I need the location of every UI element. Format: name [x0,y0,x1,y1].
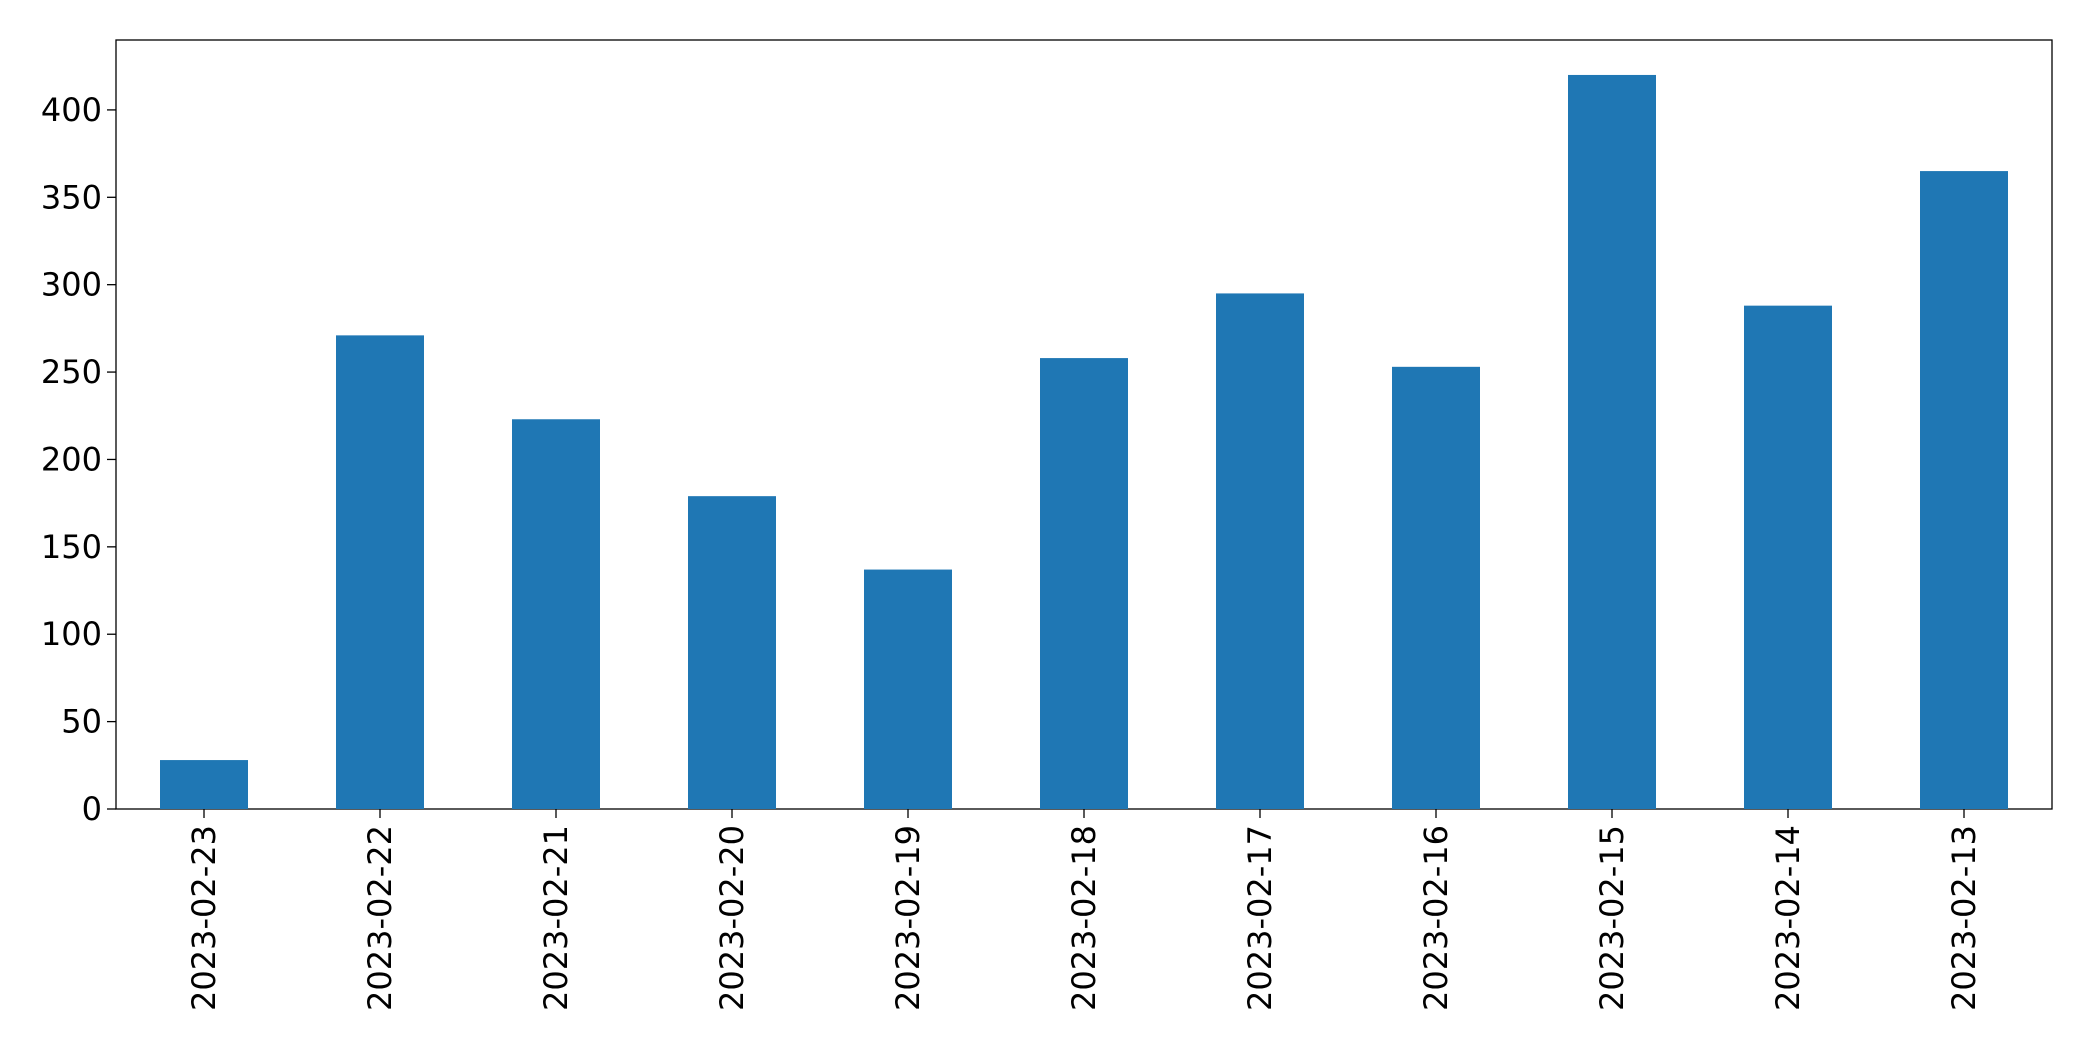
y-tick-label: 300 [41,266,102,304]
bar [1040,358,1128,809]
bar [160,760,248,809]
y-tick-label: 400 [41,91,102,129]
x-tick-label: 2023-02-17 [1241,825,1279,1011]
x-tick-label: 2023-02-20 [713,825,751,1011]
bar [1920,171,2008,810]
bar [1568,74,1656,810]
y-tick-label: 350 [41,178,102,216]
x-tick-label: 2023-02-16 [1417,825,1455,1011]
bar [336,335,424,809]
x-tick-label: 2023-02-14 [1769,825,1807,1011]
y-tick-label: 0 [82,790,102,828]
x-tick-label: 2023-02-22 [361,825,399,1011]
y-tick-label: 200 [41,440,102,478]
y-tick-label: 100 [41,615,102,653]
y-tick-label: 50 [61,703,102,741]
x-tick-label: 2023-02-15 [1593,825,1631,1011]
x-tick-label: 2023-02-18 [1065,825,1103,1011]
bar [864,569,952,809]
bar [512,419,600,809]
x-tick-label: 2023-02-13 [1945,825,1983,1011]
bar [688,496,776,809]
x-tick-label: 2023-02-19 [889,825,927,1011]
x-tick-label: 2023-02-21 [537,825,575,1011]
bar [1216,293,1304,810]
y-tick-label: 250 [41,353,102,391]
bar [1744,305,1832,809]
x-tick-label: 2023-02-23 [185,825,223,1011]
bar [1392,366,1480,809]
y-tick-label: 150 [41,528,102,566]
